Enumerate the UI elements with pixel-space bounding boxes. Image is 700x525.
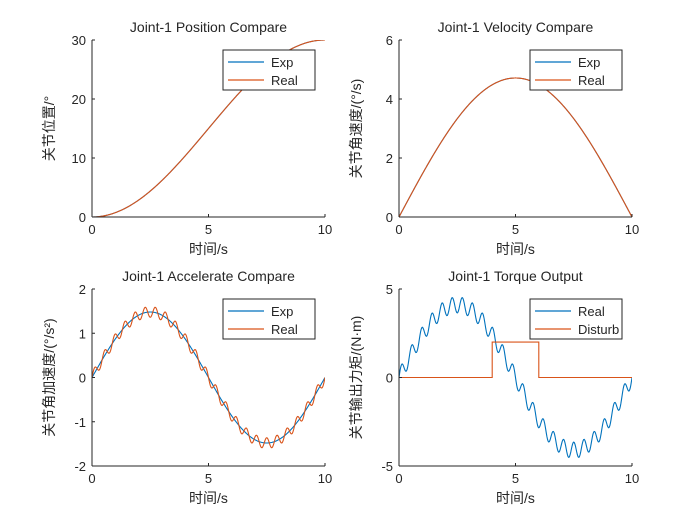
series-line-real	[92, 306, 325, 449]
y-tick-label: 20	[72, 92, 86, 107]
y-tick-label: 2	[386, 151, 393, 166]
legend-label-exp: Exp	[271, 304, 293, 319]
y-axis-label: 关节输出力矩/(N·m)	[348, 316, 364, 440]
y-tick-label: -1	[74, 415, 86, 430]
legend-box	[222, 298, 316, 340]
y-axis-label: 关节位置/°	[41, 96, 57, 162]
x-tick-label: 10	[318, 222, 332, 237]
y-tick-label: -5	[381, 459, 393, 474]
y-tick-label: 30	[72, 33, 86, 48]
x-axis-label: 时间/s	[496, 490, 535, 506]
legend: Exp Real	[222, 298, 316, 340]
y-tick-label: 6	[386, 33, 393, 48]
y-tick-label: 2	[79, 282, 86, 297]
x-axis-label: 时间/s	[189, 241, 228, 257]
y-tick-label: 0	[386, 371, 393, 386]
chart-title: Joint-1 Accelerate Compare	[122, 268, 295, 284]
x-tick-label: 5	[205, 471, 212, 486]
legend-label-disturb: Disturb	[578, 322, 619, 337]
legend-label-real: Real	[271, 322, 298, 337]
legend-label-exp: Exp	[578, 55, 600, 70]
legend-box	[529, 298, 623, 340]
x-tick-label: 5	[512, 471, 519, 486]
legend-label-real: Real	[271, 73, 298, 88]
x-tick-label: 0	[395, 222, 402, 237]
x-axis-label: 时间/s	[496, 241, 535, 257]
chart-title: Joint-1 Velocity Compare	[438, 19, 594, 35]
y-tick-label: 5	[386, 282, 393, 297]
x-tick-label: 10	[318, 471, 332, 486]
y-tick-label: 0	[79, 371, 86, 386]
y-tick-label: 0	[386, 210, 393, 225]
y-tick-label: 4	[386, 92, 393, 107]
legend-label-exp: Exp	[271, 55, 293, 70]
x-tick-label: 0	[88, 222, 95, 237]
x-tick-label: 10	[625, 222, 639, 237]
legend-box	[529, 49, 623, 91]
legend-box	[222, 49, 316, 91]
legend: Exp Real	[222, 49, 316, 91]
legend: Exp Real	[529, 49, 623, 91]
x-axis-label: 时间/s	[189, 490, 228, 506]
chart-velocity: Joint-1 Velocity Compare 0 5 10 0 2 4 6 时间/s 关节角速…	[348, 19, 639, 257]
chart-position: Joint-1 Position Compare 0 5 10 0 10 20 30 时间/s 关…	[41, 19, 332, 257]
legend-label-real: Real	[578, 304, 605, 319]
x-tick-label: 5	[205, 222, 212, 237]
legend-label-real: Real	[578, 73, 605, 88]
y-axis-label: 关节角加速度/(°/s²)	[41, 318, 57, 436]
chart-title: Joint-1 Torque Output	[448, 268, 582, 284]
y-tick-label: 10	[72, 151, 86, 166]
y-tick-label: 0	[79, 210, 86, 225]
series-line-real	[399, 77, 632, 217]
y-tick-label: 1	[79, 326, 86, 341]
series-line-disturb	[399, 341, 632, 379]
x-tick-label: 0	[88, 471, 95, 486]
legend: Real Disturb	[529, 298, 623, 340]
x-tick-label: 5	[512, 222, 519, 237]
y-tick-label: -2	[74, 459, 86, 474]
chart-title: Joint-1 Position Compare	[130, 19, 287, 35]
x-tick-label: 10	[625, 471, 639, 486]
y-axis-label: 关节角速度/(°/s)	[348, 79, 364, 179]
chart-acceleration: Joint-1 Accelerate Compare 0 5 10 -2 -1 0 1 2 时间/…	[41, 268, 332, 506]
series-line-exp	[399, 77, 632, 217]
series-line-real	[399, 297, 632, 458]
x-tick-label: 0	[395, 471, 402, 486]
